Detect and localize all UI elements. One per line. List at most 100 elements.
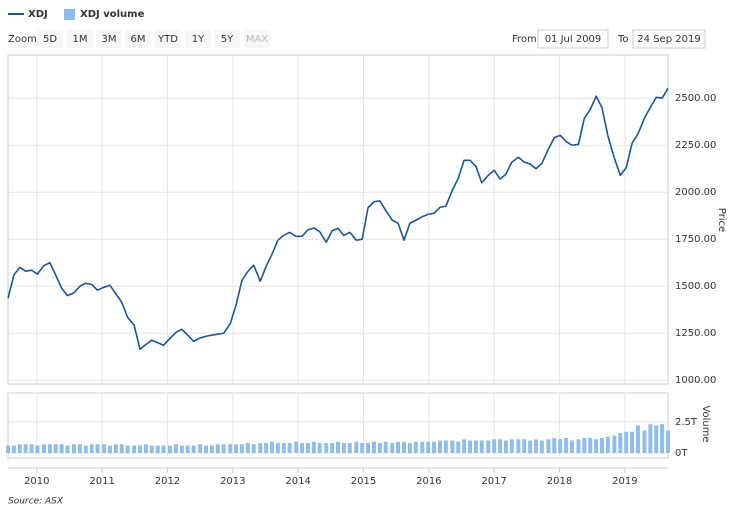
range-button-label[interactable]: 1M bbox=[73, 34, 88, 45]
volume-bar bbox=[270, 441, 274, 453]
from-label: From bbox=[512, 34, 537, 45]
to-date[interactable]: 24 Sep 2019 bbox=[637, 34, 700, 45]
volume-bar bbox=[281, 443, 286, 453]
volume-bar bbox=[456, 441, 461, 453]
volume-bar bbox=[666, 430, 670, 453]
volume-bar bbox=[264, 443, 269, 453]
range-button[interactable] bbox=[67, 30, 93, 48]
y2-tick-label: 2.5T bbox=[675, 417, 698, 428]
volume-bar bbox=[59, 444, 64, 453]
volume-bar bbox=[630, 431, 635, 453]
plot-frame bbox=[7, 54, 669, 385]
x-tick-label: 2012 bbox=[155, 476, 180, 487]
range-button[interactable] bbox=[37, 30, 63, 48]
volume-bar bbox=[600, 438, 604, 453]
volume-bar bbox=[576, 439, 581, 453]
x-tick-label: 2019 bbox=[612, 476, 637, 487]
volume-bar bbox=[443, 440, 448, 453]
x-tick-label: 2014 bbox=[285, 476, 310, 487]
volume-bar bbox=[486, 440, 491, 453]
from-input[interactable] bbox=[537, 29, 609, 49]
volume-bar bbox=[324, 443, 329, 453]
volume-bar bbox=[107, 445, 112, 453]
volume-bar bbox=[564, 438, 569, 453]
volume-bar bbox=[341, 443, 346, 453]
legend-label[interactable]: XDJ volume bbox=[80, 9, 145, 20]
volume-bar bbox=[516, 439, 521, 453]
y-tick-label: 2250.00 bbox=[675, 140, 716, 151]
volume-bar bbox=[41, 444, 46, 453]
volume-bar bbox=[258, 443, 263, 453]
range-button[interactable] bbox=[214, 30, 240, 48]
volume-bar bbox=[221, 444, 226, 453]
volume-bar bbox=[185, 445, 190, 453]
volume-bar bbox=[17, 444, 22, 453]
volume-bar bbox=[317, 443, 322, 453]
volume-bar bbox=[161, 445, 166, 453]
range-button-label[interactable]: YTD bbox=[157, 34, 178, 45]
volume-bar bbox=[23, 444, 28, 453]
volume-bar bbox=[407, 443, 412, 453]
volume-bar bbox=[83, 445, 88, 453]
volume-bar bbox=[612, 435, 617, 453]
volume-bar bbox=[635, 425, 640, 453]
y-tick-label: 1750.00 bbox=[675, 234, 716, 245]
y-tick-label: 1250.00 bbox=[675, 328, 716, 339]
volume-bar bbox=[251, 444, 256, 453]
source: Source: ASX bbox=[8, 497, 64, 507]
range-button[interactable] bbox=[244, 30, 270, 48]
volume-bar bbox=[168, 445, 173, 453]
range-button-label[interactable]: 5D bbox=[43, 34, 57, 45]
volume-bar bbox=[534, 439, 538, 453]
y2-axis-title: Volume bbox=[700, 405, 711, 442]
volume-bar bbox=[300, 443, 305, 453]
x-tick-label: 2013 bbox=[220, 476, 245, 487]
volume-frame bbox=[7, 392, 669, 459]
volume-bar bbox=[155, 445, 160, 453]
volume-bar bbox=[371, 441, 376, 453]
volume-bar bbox=[336, 441, 340, 453]
volume-bar bbox=[125, 445, 130, 453]
volume-bar bbox=[138, 445, 142, 453]
volume-bar bbox=[468, 440, 472, 453]
volume-bar bbox=[660, 424, 665, 453]
range-button[interactable] bbox=[185, 30, 211, 48]
y2-tick-label: 0T bbox=[675, 448, 688, 459]
range-button[interactable] bbox=[155, 30, 181, 48]
volume-bar bbox=[119, 444, 124, 453]
volume-bar bbox=[654, 425, 659, 453]
volume-bar bbox=[539, 440, 544, 453]
volume-bar bbox=[204, 445, 208, 453]
volume-bar bbox=[432, 441, 437, 453]
x-tick-label: 2016 bbox=[416, 476, 441, 487]
to-label: To bbox=[617, 34, 629, 45]
to-input[interactable] bbox=[632, 29, 706, 49]
volume-bar bbox=[53, 444, 58, 453]
volume-bar bbox=[360, 443, 365, 453]
volume-bar bbox=[113, 444, 118, 453]
price-line bbox=[7, 87, 669, 351]
volume-bar bbox=[228, 444, 233, 453]
volume-bar bbox=[234, 444, 239, 453]
volume-bar bbox=[588, 438, 593, 453]
range-button[interactable] bbox=[96, 30, 122, 48]
legend-label[interactable]: XDJ bbox=[28, 9, 48, 20]
range-button-label[interactable]: 6M bbox=[131, 34, 146, 45]
from-date[interactable]: 01 Jul 2009 bbox=[545, 34, 602, 45]
volume-bar bbox=[149, 445, 154, 453]
range-button-label[interactable]: 5Y bbox=[221, 34, 234, 45]
range-button-label[interactable]: MAX bbox=[246, 34, 268, 45]
volume-bar bbox=[6, 445, 10, 453]
volume-bar bbox=[383, 441, 388, 453]
range-button-label[interactable]: 1Y bbox=[192, 34, 205, 45]
volume-bar bbox=[558, 439, 563, 453]
volume-bar bbox=[426, 441, 431, 453]
volume-bar bbox=[642, 430, 647, 453]
volume-bar bbox=[354, 441, 359, 453]
range-button-label[interactable]: 3M bbox=[102, 34, 117, 45]
x-tick-label: 2017 bbox=[481, 476, 506, 487]
x-tick-label: 2010 bbox=[24, 476, 49, 487]
volume-bar bbox=[143, 444, 148, 453]
volume-bar bbox=[29, 444, 34, 453]
range-button[interactable] bbox=[125, 30, 151, 48]
